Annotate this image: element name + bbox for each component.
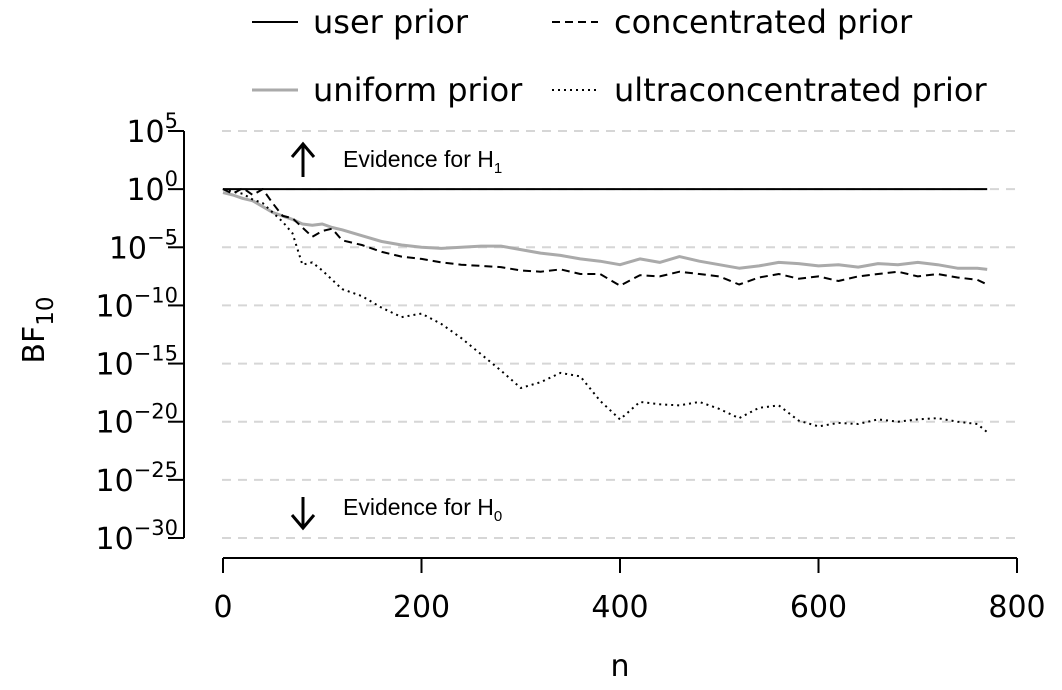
y-tick-base: 10 xyxy=(126,173,164,208)
x-tick-label: 0 xyxy=(213,590,232,625)
legend-label: user prior xyxy=(313,3,469,41)
y-tick-base: 10 xyxy=(95,406,133,441)
y-tick-label: 100 xyxy=(126,167,178,208)
y-tick-exponent: −30 xyxy=(134,516,178,540)
evidence-h0-subscript: 0 xyxy=(494,508,502,525)
evidence-h0-label: Evidence for H0 xyxy=(343,494,502,525)
data-series xyxy=(222,187,988,433)
evidence-h1-label: Evidence for H1 xyxy=(343,146,502,177)
y-tick-exponent: −5 xyxy=(147,225,178,249)
evidence-h1-text: Evidence for H xyxy=(343,146,494,172)
y-axis-title-main: BF xyxy=(17,326,52,364)
arrow-down-icon xyxy=(290,514,316,531)
y-tick-base: 10 xyxy=(95,348,133,383)
y-tick-base: 10 xyxy=(126,115,164,150)
y-tick-exponent: −15 xyxy=(134,342,178,366)
y-axis-title-subscript: 10 xyxy=(33,296,59,325)
y-tick-exponent: −20 xyxy=(134,400,178,424)
evidence-h1-subscript: 1 xyxy=(494,160,502,177)
series-line-concentrated-prior xyxy=(222,187,988,287)
y-tick-base: 10 xyxy=(109,231,147,266)
series-line-ultraconcentrated-prior xyxy=(222,188,988,433)
y-axis-title: BF10 xyxy=(17,296,59,363)
y-tick-label: 10−20 xyxy=(95,400,178,441)
y-tick-exponent: −25 xyxy=(134,458,178,482)
y-tick-label: 10−25 xyxy=(95,458,178,499)
y-tick-base: 10 xyxy=(95,522,133,557)
y-tick-base: 10 xyxy=(95,464,133,499)
legend: user prior uniform prior concentrated prio… xyxy=(252,3,987,109)
arrow-up-icon xyxy=(290,141,316,158)
y-tick-label: 10−5 xyxy=(109,225,178,266)
y-tick-label: 10−10 xyxy=(95,283,178,324)
x-tick-label: 600 xyxy=(790,590,847,625)
x-tick-label: 800 xyxy=(988,590,1045,625)
legend-label: uniform prior xyxy=(313,71,523,109)
x-tick-label: 200 xyxy=(393,590,450,625)
y-tick-exponent: −10 xyxy=(134,283,178,307)
y-tick-label: 10−15 xyxy=(95,342,178,383)
x-tick-label: 400 xyxy=(591,590,648,625)
gridlines xyxy=(222,130,1017,539)
y-tick-label: 105 xyxy=(126,109,178,150)
y-tick-exponent: 5 xyxy=(165,109,178,133)
x-axis-title: n xyxy=(610,649,629,684)
series-line-uniform-prior xyxy=(222,191,988,271)
legend-label: concentrated prior xyxy=(614,3,913,41)
y-tick-exponent: 0 xyxy=(165,167,178,191)
evidence-h0-text: Evidence for H xyxy=(343,494,494,520)
legend-label: ultraconcentrated prior xyxy=(614,71,987,109)
y-tick-base: 10 xyxy=(95,289,133,324)
y-tick-label: 10−30 xyxy=(95,516,178,557)
